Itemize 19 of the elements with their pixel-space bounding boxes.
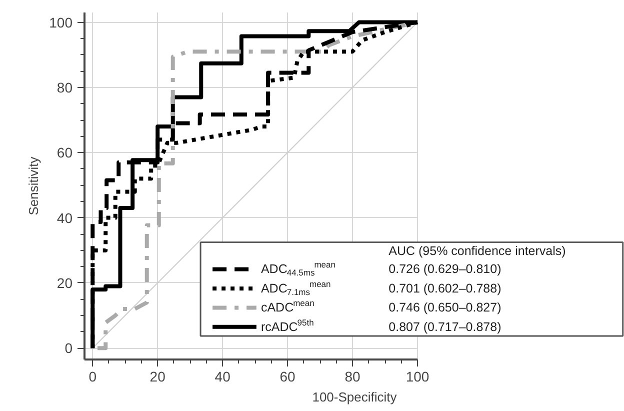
x-tick-label: 100 [406, 368, 430, 384]
annotation: 0.746 (0.650–0.827) [388, 300, 502, 315]
y-tick-label: 100 [49, 14, 73, 30]
x-tick-label: 0 [88, 368, 97, 384]
annotation: 0.726 (0.629–0.810) [388, 262, 502, 276]
x-tick-label: 20 [150, 368, 166, 384]
y-tick-label: 0 [64, 340, 73, 356]
y-tick-label: 40 [56, 210, 73, 226]
y-tick-label: 60 [56, 144, 73, 161]
x-axis-title: 100-Specificity [312, 390, 398, 404]
y-axis-title: Sensitivity [26, 156, 42, 216]
y-tick-label: 80 [56, 79, 73, 96]
annotation: AUC (95% confidence intervals) [388, 244, 566, 258]
y-tick-label: 20 [56, 274, 73, 291]
annotation: 0.701 (0.602–0.788) [388, 281, 502, 296]
x-tick-label: 60 [280, 368, 296, 384]
x-tick-label: 80 [344, 368, 361, 384]
x-tick-label: 40 [214, 368, 231, 384]
annotation: 0.807 (0.717–0.878) [388, 320, 502, 334]
